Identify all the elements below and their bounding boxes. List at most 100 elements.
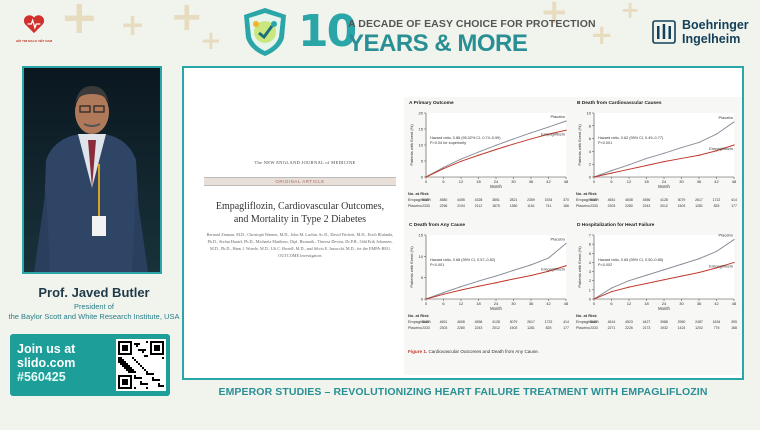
hazard-ratio-text: Hazard ratio, 0.86 (95.02% CI, 0.74–0.99… [430, 136, 501, 140]
risk-cell: 741 [546, 204, 552, 208]
speaker-video [22, 66, 162, 274]
data-point [628, 164, 630, 166]
series-label: Empagliflozin [541, 267, 565, 272]
data-point [530, 274, 532, 277]
risk-cell: 2280 [625, 204, 633, 208]
y-tick-label: 7 [589, 233, 592, 238]
data-point [698, 271, 700, 274]
risk-cell: 825 [546, 326, 552, 330]
risk-cell: 1202 [695, 326, 703, 330]
vietnam-heart-association-logo: HỘI TIM MẠCH VIỆT NAM [14, 14, 54, 48]
data-point [733, 144, 735, 146]
article-section: ORIGINAL ARTICLE [204, 177, 396, 186]
data-point [512, 278, 515, 280]
figure-caption-label: Figure 1. [408, 349, 428, 354]
x-tick-label: 18 [476, 301, 481, 306]
p-value-text: P<0.001 [598, 141, 612, 145]
data-point [663, 161, 665, 163]
y-tick-label: 0 [589, 175, 592, 180]
series-label: Empagliflozin [709, 263, 733, 268]
risk-cell: 4128 [660, 198, 668, 202]
data-point [512, 269, 515, 272]
y-tick-label: 0 [421, 175, 424, 180]
y-axis-label: Patients with Event (%) [409, 246, 414, 288]
data-point [680, 157, 683, 160]
speaker-role-line1: President of [73, 302, 115, 311]
plot-area [594, 113, 734, 177]
data-point [425, 176, 427, 178]
data-point [495, 144, 497, 146]
x-tick-label: 0 [593, 301, 596, 306]
data-point [610, 287, 613, 289]
x-tick-label: 30 [679, 301, 684, 306]
y-tick-label: 4 [589, 149, 592, 154]
series-label: Empagliflozin [709, 146, 733, 151]
chart-title: C Death from Any Cause [409, 223, 466, 228]
data-point [645, 282, 648, 285]
x-tick-label: 30 [511, 179, 516, 184]
series-label: Placebo [551, 114, 566, 119]
data-point [547, 257, 550, 259]
x-tick-label: 24 [662, 301, 667, 306]
slido-url[interactable]: slido.com [17, 356, 76, 370]
risk-cell: 2243 [643, 204, 651, 208]
risk-cell: 4427 [643, 320, 651, 324]
y-tick-label: 1 [589, 287, 592, 292]
data-point [442, 293, 445, 295]
qr-code-icon [118, 341, 164, 389]
risk-cell: 2012 [660, 204, 668, 208]
x-tick-label: 42 [714, 301, 719, 306]
risk-cell: 4687 [590, 198, 598, 202]
risk-cell: 2194 [457, 204, 465, 208]
data-point [477, 151, 480, 153]
risk-cell: 2280 [457, 326, 465, 330]
risk-cell: 2303 [440, 326, 448, 330]
plot-area [594, 235, 734, 299]
data-point [442, 168, 445, 170]
data-point [512, 143, 515, 145]
data-point [715, 250, 718, 253]
risk-cell: 168 [731, 326, 737, 330]
x-tick-label: 24 [494, 179, 499, 184]
risk-cell: 1380 [510, 204, 518, 208]
data-point [610, 291, 613, 293]
slido-line1: Join us at [17, 342, 76, 356]
figure-caption: Figure 1. Cardiovascular Outcomes and De… [408, 349, 539, 354]
risk-cell: 4523 [625, 320, 633, 324]
y-tick-label: 0 [421, 297, 424, 302]
qr-code[interactable] [116, 339, 166, 391]
risk-row-name: Empagliflozin [576, 320, 599, 324]
risk-cell: 2359 [527, 198, 535, 202]
y-axis-label: Patients with Event (%) [577, 246, 582, 288]
data-point [565, 265, 567, 267]
data-point [547, 133, 550, 135]
risk-cell: 2617 [527, 320, 535, 324]
risk-cell: 4328 [475, 198, 483, 202]
slido-panel[interactable]: Join us at slido.com #560425 [10, 334, 170, 396]
y-tick-label: 5 [421, 275, 424, 280]
risk-cell: 2271 [608, 326, 616, 330]
y-tick-label: 4 [589, 260, 592, 265]
x-tick-label: 48 [564, 179, 569, 184]
shield-icon [244, 8, 286, 56]
x-tick-label: 12 [459, 179, 464, 184]
y-tick-label: 3 [589, 269, 592, 274]
data-point [645, 274, 648, 276]
risk-cell: 4614 [608, 320, 616, 324]
data-point [715, 133, 718, 135]
risk-cell: 1534 [545, 198, 553, 202]
speaker-role: President of the Baylor Scott and White … [4, 302, 184, 322]
risk-cell: 3988 [660, 320, 668, 324]
risk-cell: 1424 [678, 326, 686, 330]
chart-svg: 0 5 10 15 0 6 12 18 24 30 36 42 48 Month Patients with… [408, 233, 569, 331]
x-tick-label: 24 [662, 179, 667, 184]
x-tick-label: 18 [644, 301, 649, 306]
data-point [477, 280, 480, 282]
risk-cell: 1932 [660, 326, 668, 330]
hazard-ratio-text: Hazard ratio, 0.68 (95% CI, 0.57–0.82) [430, 258, 496, 262]
data-point [715, 267, 718, 269]
risk-cell: 1503 [510, 326, 518, 330]
speaker-figure [24, 68, 160, 272]
series-label: Empagliflozin [541, 131, 565, 136]
